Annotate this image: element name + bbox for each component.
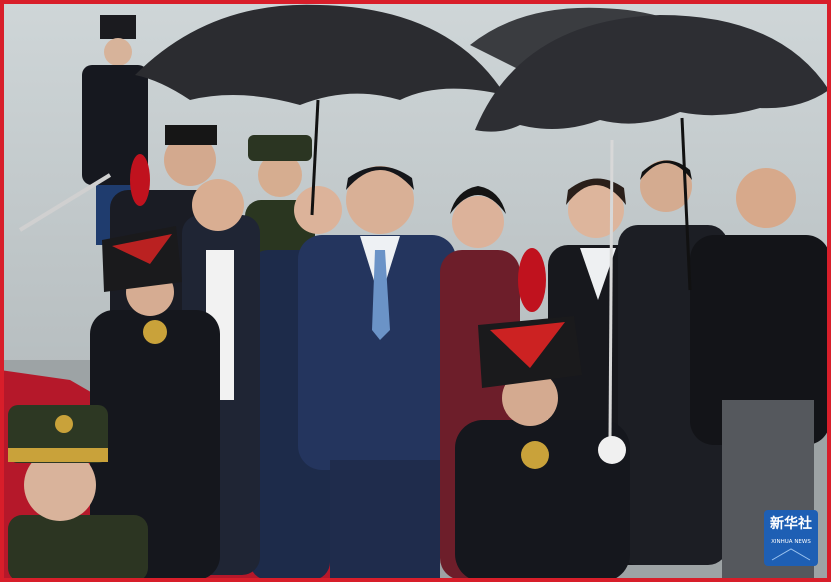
guard-bottom-left	[8, 405, 148, 582]
watermark-badge	[764, 510, 818, 566]
watermark: 新华社 XINHUA NEWS	[764, 510, 818, 566]
guard-bottom-center	[455, 139, 630, 582]
umbrella	[475, 15, 829, 291]
man-velvet-jacket	[690, 168, 830, 582]
man-navy-suit	[298, 166, 456, 582]
watermark-subtitle: XINHUA NEWS	[771, 539, 811, 545]
watermark-logo	[771, 548, 811, 561]
watermark-brand: 新华社	[770, 515, 812, 532]
umbrella	[135, 4, 505, 216]
guard-left	[90, 154, 220, 580]
